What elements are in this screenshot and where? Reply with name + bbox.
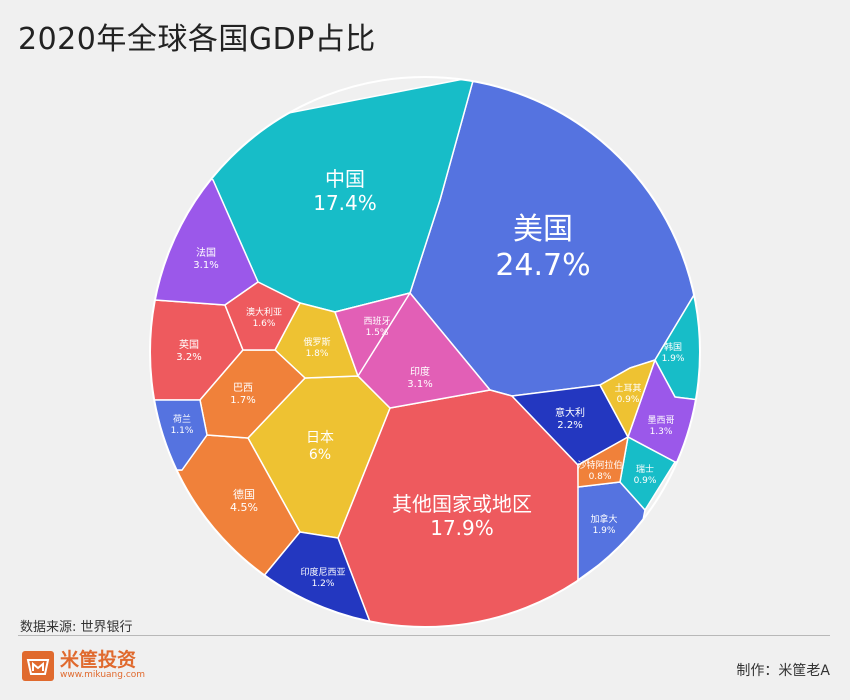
logo-name: 米筐投资 [60, 649, 137, 671]
cell-name-14: 西班牙 [363, 315, 390, 327]
logo-url: www.mikuang.com [60, 670, 146, 680]
cell-value-15: 1.3% [650, 427, 673, 437]
cell-value-18: 0.9% [617, 395, 640, 405]
chart-cells [150, 77, 700, 627]
cell-value-19: 0.9% [634, 476, 657, 486]
gdp-voronoi-chart: 美国24.7%中国17.4%其他国家或地区17.9%日本6%德国4.5%英国3.… [149, 76, 701, 628]
cell-name-9: 韩国 [664, 341, 682, 353]
cell-value-20: 0.8% [589, 472, 612, 482]
cell-value-13: 1.6% [253, 319, 276, 329]
footer-divider [18, 635, 830, 636]
basket-m-icon [22, 650, 54, 681]
cell-name-7: 印度 [410, 365, 430, 378]
cell-name-12: 巴西 [233, 382, 253, 394]
cell-value-5: 3.2% [176, 352, 201, 363]
cell-value-1: 17.4% [313, 191, 377, 215]
cell-name-20: 沙特阿拉伯 [577, 459, 622, 471]
cell-value-8: 2.2% [557, 420, 582, 431]
cell-value-14: 1.5% [366, 328, 389, 338]
cell-name-18: 土耳其 [614, 382, 641, 394]
cell-value-10: 1.9% [593, 526, 616, 536]
cell-14 [334, 292, 411, 377]
cell-value-12: 1.7% [230, 395, 255, 406]
chart-labels: 美国24.7%中国17.4%其他国家或地区17.9%日本6%德国4.5%英国3.… [149, 76, 701, 628]
data-source: 数据来源: 世界银行 [20, 620, 133, 635]
cell-13 [224, 281, 301, 351]
cell-value-6: 3.1% [193, 260, 218, 271]
cell-name-16: 印度尼西亚 [300, 566, 345, 578]
credit: 制作：米筐老A [736, 663, 830, 679]
cell-value-4: 4.5% [230, 501, 258, 514]
cell-name-2: 其他国家或地区 [392, 492, 532, 516]
cell-name-8: 意大利 [555, 406, 585, 419]
cell-name-10: 加拿大 [590, 513, 617, 525]
cell-name-6: 法国 [196, 246, 216, 259]
cell-name-11: 俄罗斯 [303, 336, 330, 348]
cell-name-13: 澳大利亚 [246, 306, 282, 318]
cell-value-16: 1.2% [312, 579, 335, 589]
chart-outline [149, 76, 701, 628]
cell-name-15: 墨西哥 [647, 415, 674, 426]
cell-name-4: 德国 [233, 487, 255, 501]
cell-value-11: 1.8% [306, 349, 329, 359]
cell-name-3: 日本 [306, 430, 334, 446]
cell-name-5: 英国 [179, 338, 199, 351]
cell-20 [577, 436, 629, 488]
cell-name-17: 荷兰 [173, 413, 191, 425]
cell-value-9: 1.9% [662, 354, 685, 364]
cell-value-3: 6% [309, 447, 331, 463]
chart-title: 2020年全球各国GDP占比 [18, 22, 376, 57]
cell-18 [599, 359, 656, 438]
cell-value-2: 17.9% [430, 516, 494, 540]
cell-value-17: 1.1% [171, 426, 194, 436]
cell-value-7: 3.1% [407, 379, 432, 390]
logo: 米筐投资 www.mikuang.com [22, 650, 145, 681]
cell-name-0: 美国 [513, 212, 573, 247]
cell-name-19: 瑞士 [636, 463, 654, 475]
cell-name-1: 中国 [325, 167, 365, 191]
cell-value-0: 24.7% [495, 248, 590, 283]
